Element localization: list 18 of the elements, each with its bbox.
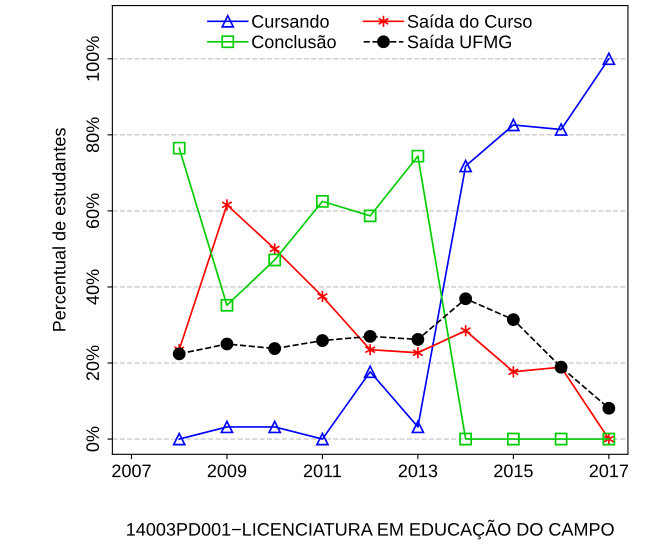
x-tick-label: 2011 — [304, 464, 341, 478]
x-tick-label: 2013 — [398, 464, 438, 478]
y-tick-label: 60% — [86, 193, 100, 228]
y-tick-label: 0% — [86, 426, 100, 452]
y-tick-label: 100% — [86, 36, 100, 80]
legend-label: Conclusão — [252, 35, 336, 48]
x-tick-label: 2017 — [590, 464, 628, 478]
legend-label: Saída UFMG — [408, 34, 511, 48]
x-tick-label: 2015 — [494, 464, 533, 478]
y-tick-label: 80% — [86, 117, 100, 152]
y-tick-label: 20% — [86, 346, 100, 380]
y-axis-title: Percentual de estudantes — [52, 128, 66, 331]
x-axis-title: 14003PD001−LICENCIATURA EM EDUCAÇÃO DO CAMPO — [127, 520, 614, 540]
x-tick-label: 2009 — [208, 464, 246, 478]
y-tick-label: 40% — [86, 270, 100, 305]
x-tick-label: 2007 — [112, 464, 151, 478]
legend-label: Cursando — [252, 14, 329, 28]
legend-label: Saída do Curso — [408, 14, 532, 28]
